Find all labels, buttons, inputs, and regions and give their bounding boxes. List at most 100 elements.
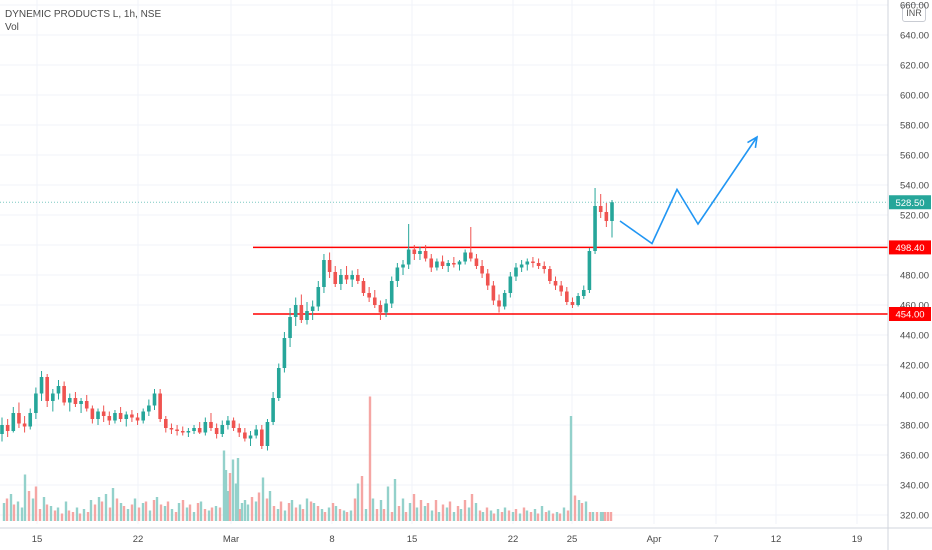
volume-bar: [419, 500, 423, 521]
candle-body: [158, 393, 162, 419]
y-tick-label: 420.00: [900, 361, 929, 372]
candle-body: [56, 386, 61, 394]
candle-body: [310, 306, 315, 311]
volume-bar: [196, 503, 200, 521]
candle-body: [175, 429, 179, 431]
candle-body: [67, 398, 72, 403]
y-tick-label: 440.00: [900, 331, 929, 342]
volume-bar: [111, 488, 115, 521]
candle-body: [395, 267, 400, 281]
candle-body: [508, 276, 513, 293]
volume-bar: [437, 512, 441, 521]
y-tick-label: 580.00: [900, 121, 929, 132]
volume-bar: [580, 503, 584, 521]
volume-bar: [60, 513, 64, 521]
y-tick-label: 540.00: [900, 181, 929, 192]
volume-bar: [104, 494, 108, 521]
support-resistance-lines: [0, 201, 888, 315]
x-tick-label: 15: [407, 534, 418, 545]
volume-bar: [78, 513, 82, 521]
volume-bar: [445, 507, 449, 521]
volume-bar: [500, 512, 504, 521]
volume-bar: [529, 512, 533, 521]
candle-body: [536, 263, 541, 266]
candle-body: [39, 377, 44, 394]
candle-body: [288, 317, 292, 338]
x-tick-label: 15: [32, 534, 43, 545]
volume-bar: [603, 512, 607, 521]
candle-body: [79, 401, 83, 404]
projection-path: [619, 136, 758, 245]
volume-bar: [423, 506, 427, 521]
candle-body: [553, 281, 558, 286]
volume-bar: [591, 512, 595, 521]
candle-body: [276, 368, 281, 398]
candle-body: [130, 414, 134, 418]
volume-bar: [301, 509, 305, 521]
volume-bar: [126, 509, 130, 521]
volume-bar: [356, 483, 360, 521]
y-tick-label: 560.00: [900, 151, 929, 162]
candle-body: [356, 275, 360, 281]
candle-body: [293, 305, 298, 317]
candle-body: [271, 398, 275, 422]
candle-body: [604, 212, 609, 221]
candle-body: [5, 425, 10, 431]
candle-body: [468, 252, 473, 259]
volume-bar: [27, 491, 31, 521]
volume-bar: [148, 510, 152, 521]
level-price-tag: [889, 307, 931, 321]
volume-bar: [345, 512, 349, 521]
candle-body: [209, 422, 213, 428]
volume-bar: [349, 510, 353, 521]
volume-bar: [463, 500, 467, 521]
volume-bar: [31, 498, 35, 521]
candle-body: [231, 420, 236, 428]
volume-bar: [9, 494, 13, 521]
volume-bar: [181, 500, 185, 521]
volume-bar: [360, 476, 364, 521]
candle-body: [474, 258, 479, 266]
candle-body: [576, 296, 580, 305]
volume-bar: [522, 507, 526, 521]
volume-bar: [243, 500, 247, 521]
volume-bar: [234, 483, 238, 521]
level-price-label: 498.40: [895, 243, 924, 254]
volume-bar: [511, 512, 515, 521]
candle-body: [378, 305, 383, 313]
volume-bar: [108, 507, 112, 521]
volume-bar: [159, 504, 163, 521]
volume-bar: [606, 512, 610, 521]
volume-bar: [236, 458, 240, 521]
volume-bar: [231, 459, 235, 521]
y-tick-label: 360.00: [900, 451, 929, 462]
volume-bar: [257, 492, 261, 521]
volume-bar: [316, 506, 320, 521]
volume-bar: [452, 512, 456, 521]
candle-body: [361, 281, 366, 293]
projection-arrow: [619, 135, 759, 245]
volume-bar: [246, 504, 250, 521]
volume-bar: [238, 509, 242, 521]
y-tick-label: 320.00: [900, 511, 929, 522]
candle-body: [598, 206, 603, 212]
volume-bar: [312, 503, 316, 521]
candle-body: [226, 420, 230, 425]
price-axis[interactable]: 320.00 340.00 360.00 380.00 400.00 420.00 440.…: [887, 0, 931, 550]
currency-button[interactable]: INR: [902, 4, 926, 22]
candle-body: [519, 264, 524, 268]
candle-body: [435, 261, 439, 268]
volume-bar: [155, 497, 159, 521]
volume-bar: [137, 507, 141, 521]
volume-bar: [588, 512, 592, 521]
candle-body: [384, 303, 388, 313]
y-tick-label: 640.00: [900, 31, 929, 42]
candle-body: [17, 413, 21, 424]
volume-bar: [327, 507, 331, 521]
y-tick-label: 400.00: [900, 391, 929, 402]
volume-bar: [331, 503, 335, 521]
time-axis[interactable]: 15 22 Mar 8 15 22 25 Apr 7 12 19: [0, 527, 932, 545]
volume-bar: [474, 503, 478, 521]
volume-bar: [42, 497, 46, 521]
